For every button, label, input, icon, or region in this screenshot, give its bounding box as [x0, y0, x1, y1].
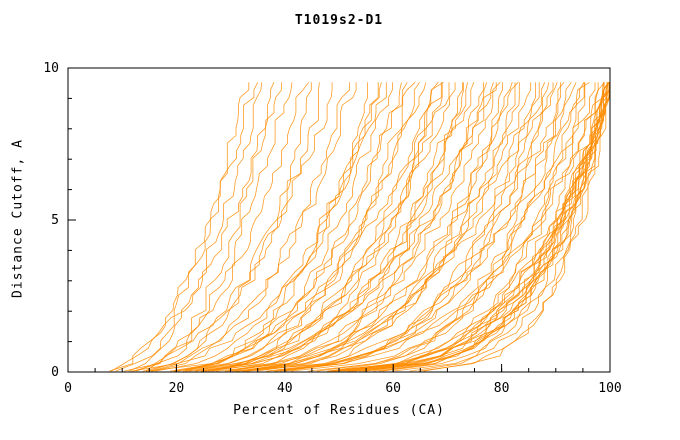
- svg-text:100: 100: [598, 381, 621, 396]
- x-axis-label: Percent of Residues (CA): [233, 403, 445, 418]
- svg-text:80: 80: [494, 381, 510, 396]
- svg-text:60: 60: [385, 381, 401, 396]
- svg-text:0: 0: [64, 381, 72, 396]
- svg-text:10: 10: [43, 61, 59, 76]
- svg-text:20: 20: [169, 381, 185, 396]
- svg-text:5: 5: [51, 213, 59, 228]
- svg-text:0: 0: [51, 365, 59, 380]
- chart-title: T1019s2-D1: [294, 13, 384, 28]
- svg-text:40: 40: [277, 381, 293, 396]
